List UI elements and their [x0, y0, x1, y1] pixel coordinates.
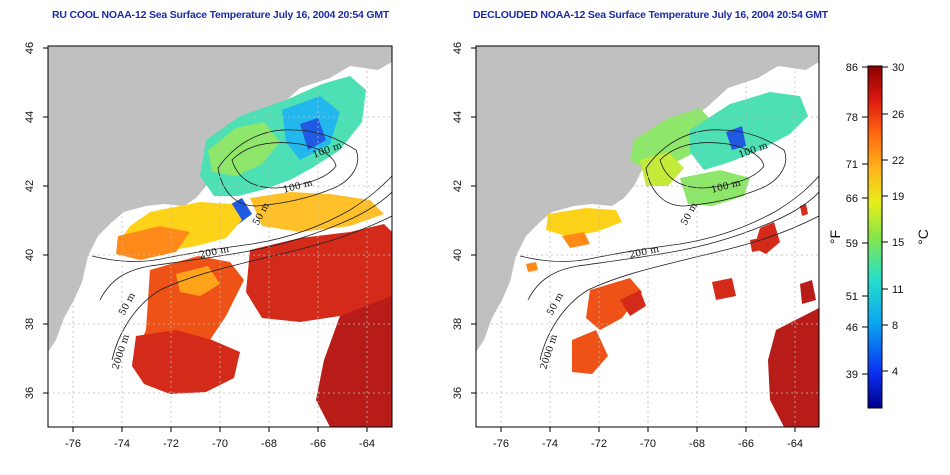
left-isobath-label: 2000 m [110, 333, 132, 371]
left-map-panel: 100 m 100 m 50 m 200 m 50 m 2000 m -76 -… [24, 42, 393, 450]
right-lat-tick-label: 38 [452, 318, 464, 330]
left-lat-tick-label: 38 [24, 318, 36, 330]
left-lat-tick-label: 42 [24, 180, 36, 192]
right-lon-tick-label: -72 [591, 438, 607, 450]
colorbar-gradient [867, 65, 883, 409]
right-axis-ticks [471, 47, 796, 432]
right-lat-tick-label: 44 [452, 111, 464, 123]
left-lon-tick-label: -64 [359, 438, 375, 450]
left-isobath-label: 200 m [198, 244, 230, 261]
right-lat-tick-label: 42 [452, 180, 464, 192]
right-lon-tick-label: -66 [738, 438, 754, 450]
right-isobath-label: 200 m [628, 244, 660, 261]
left-isobath-label: 50 m [117, 291, 138, 317]
left-sst-field [116, 76, 392, 427]
right-isobath-label: 50 m [545, 291, 566, 317]
colorbar-c-tick: 22 [892, 155, 904, 167]
colorbar-c-tick: 19 [892, 191, 904, 203]
left-land-coast [48, 46, 392, 352]
right-lon-tick-label: -70 [640, 438, 656, 450]
colorbar-fahrenheit-label: °F [827, 230, 843, 244]
left-lat-tick-label: 40 [24, 249, 36, 261]
right-isobaths [519, 129, 819, 361]
colorbar-f-tick: 86 [846, 62, 858, 74]
left-lat-tick-label: 46 [24, 42, 36, 54]
left-lon-tick-label: -68 [261, 438, 277, 450]
right-lon-tick-label: -76 [493, 438, 509, 450]
right-grid [476, 46, 819, 427]
right-lat-tick-label: 46 [452, 42, 464, 54]
colorbar-f-tick: 51 [846, 291, 858, 303]
colorbar-f-tick: 78 [846, 112, 858, 124]
right-map-panel: 100 m 100 m 50 m 200 m 50 m 2000 m -76 -… [452, 42, 820, 450]
left-isobaths [91, 129, 392, 361]
left-lon-tick-label: -70 [212, 438, 228, 450]
left-lon-tick-label: -76 [65, 438, 81, 450]
right-lon-tick-label: -64 [787, 438, 803, 450]
left-map-title: RU COOL NOAA-12 Sea Surface Temperature … [52, 9, 390, 21]
colorbar: 86 78 71 66 59 51 46 39 30 26 22 19 15 1… [827, 62, 931, 409]
right-isobath-label: 2000 m [538, 333, 560, 371]
colorbar-c-tick: 26 [892, 109, 904, 121]
right-map-title: DECLOUDED NOAA-12 Sea Surface Temperatur… [473, 9, 829, 21]
colorbar-c-tick: 4 [892, 366, 898, 378]
right-isobath-label: 50 m [679, 201, 700, 227]
right-lon-tick-label: -68 [689, 438, 705, 450]
colorbar-c-tick: 8 [892, 320, 898, 332]
left-lon-tick-label: -66 [310, 438, 326, 450]
right-sst-field [526, 92, 819, 427]
colorbar-c-tick: 30 [892, 62, 904, 74]
right-lat-tick-label: 40 [452, 249, 464, 261]
colorbar-f-tick: 71 [846, 159, 858, 171]
colorbar-f-tick: 39 [846, 369, 858, 381]
right-land-coast [476, 46, 819, 352]
left-grid [48, 46, 392, 427]
left-lat-tick-label: 36 [24, 387, 36, 399]
right-lat-tick-label: 36 [452, 387, 464, 399]
colorbar-f-tick: 59 [846, 238, 858, 250]
colorbar-c-tick: 11 [892, 284, 903, 296]
colorbar-c-tick: 15 [892, 237, 904, 249]
left-axis-ticks [43, 47, 368, 432]
left-lon-tick-label: -72 [163, 438, 179, 450]
colorbar-celsius-label: °C [915, 229, 931, 245]
right-lon-tick-label: -74 [542, 438, 558, 450]
colorbar-f-tick: 46 [846, 322, 858, 334]
left-lat-tick-label: 44 [24, 111, 36, 123]
left-lon-tick-label: -74 [114, 438, 130, 450]
colorbar-f-tick: 66 [846, 193, 858, 205]
